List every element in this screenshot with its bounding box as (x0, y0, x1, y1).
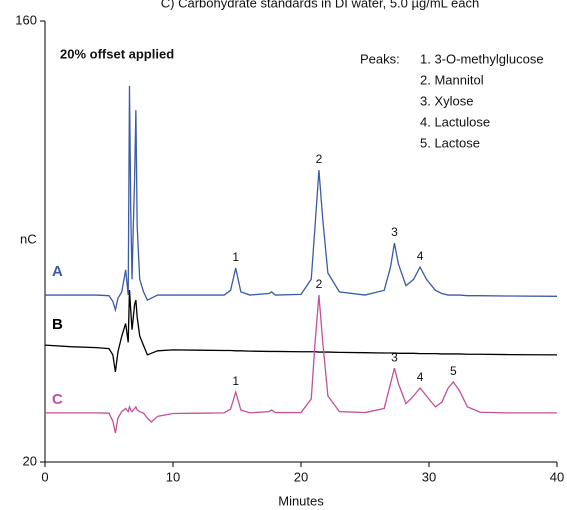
trace (44, 289, 558, 373)
x-tick-label: 40 (550, 469, 564, 484)
peak-label: 4 (417, 249, 424, 263)
chart-title: C) Carbohydrate standards in DI water, 5… (161, 0, 479, 10)
series-label: A (52, 263, 63, 280)
trace (45, 294, 557, 434)
x-tick-label: 10 (166, 469, 180, 484)
series-label: C (52, 391, 63, 408)
peak-label: 3 (391, 350, 398, 364)
y-axis-label: nC (20, 231, 37, 246)
legend-title: Peaks: (360, 51, 400, 66)
x-tick-label: 0 (41, 469, 48, 484)
peak-label: 1 (232, 250, 239, 264)
legend-item: 2. Mannitol (420, 72, 484, 87)
x-axis-label: Minutes (278, 493, 324, 508)
peak-label: 2 (316, 277, 323, 291)
y-tick-label: 160 (15, 12, 37, 27)
peak-label: 3 (391, 225, 398, 239)
peak-label: 2 (316, 152, 323, 166)
legend-item: 5. Lactose (420, 135, 480, 150)
peak-label: 4 (417, 370, 424, 384)
subtitle: 20% offset applied (60, 46, 174, 61)
y-tick-label: 20 (23, 453, 37, 468)
peak-label: 5 (450, 364, 457, 378)
x-tick-label: 20 (294, 469, 308, 484)
trace (45, 85, 558, 313)
series-label: B (52, 316, 63, 333)
legend-item: 4. Lactulose (420, 114, 490, 129)
peak-label: 1 (232, 374, 239, 388)
legend-item: 3. Xylose (420, 93, 473, 108)
x-tick-label: 30 (422, 469, 436, 484)
legend-item: 1. 3-O-methylglucose (420, 51, 544, 66)
